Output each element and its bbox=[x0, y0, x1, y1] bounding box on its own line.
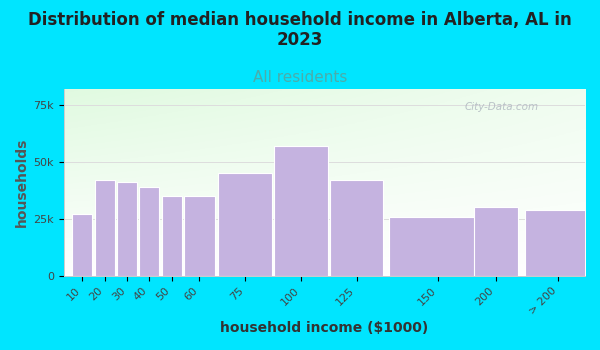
Bar bbox=[473, 208, 518, 276]
Bar bbox=[161, 196, 182, 276]
Bar bbox=[184, 196, 215, 276]
Bar bbox=[95, 180, 115, 276]
Text: City-Data.com: City-Data.com bbox=[465, 102, 539, 112]
Text: All residents: All residents bbox=[253, 70, 347, 85]
Y-axis label: households: households bbox=[15, 138, 29, 227]
Bar bbox=[218, 173, 272, 276]
Text: Distribution of median household income in Alberta, AL in
2023: Distribution of median household income … bbox=[28, 10, 572, 49]
Bar bbox=[274, 146, 328, 276]
Bar bbox=[117, 182, 137, 276]
Bar bbox=[525, 210, 592, 276]
Bar bbox=[389, 217, 487, 276]
Bar bbox=[330, 180, 383, 276]
Bar bbox=[73, 214, 92, 276]
Bar bbox=[139, 187, 160, 276]
X-axis label: household income ($1000): household income ($1000) bbox=[220, 321, 428, 335]
